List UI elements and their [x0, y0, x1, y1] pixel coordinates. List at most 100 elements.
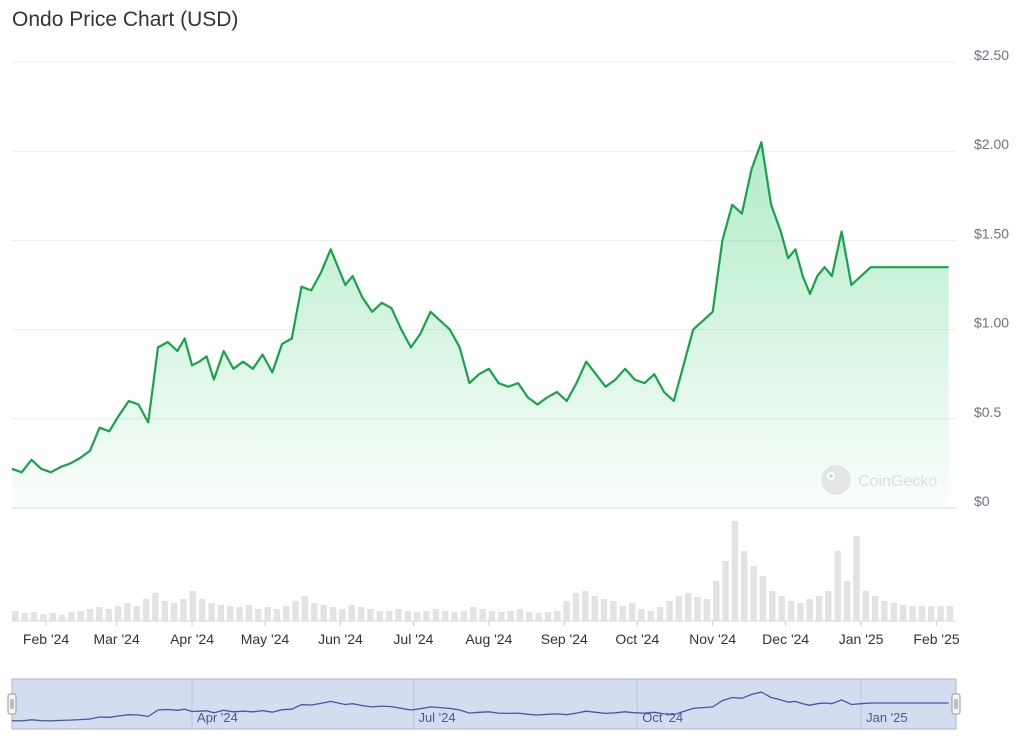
volume-bar: [68, 612, 75, 621]
volume-bar: [750, 566, 757, 621]
volume-bar: [722, 561, 729, 621]
volume-bar: [170, 603, 178, 621]
price-line: [11, 141, 949, 474]
volume-bar: [666, 601, 673, 621]
volume-bar: [77, 611, 84, 621]
price-area: [12, 142, 949, 509]
volume-bar: [124, 603, 131, 621]
volume-bar: [40, 614, 47, 621]
x-tick-label: Sep '24: [541, 631, 588, 647]
volume-bar: [227, 606, 234, 621]
volume-bar: [470, 607, 477, 621]
y-axis: $0 $0.5 $1.00 $1.50 $2.00 $2.50: [974, 47, 1009, 509]
volume-bar: [937, 606, 944, 621]
volume-bar: [899, 605, 907, 621]
volume-bar: [853, 536, 860, 621]
volume-bar: [862, 591, 869, 621]
volume-bar: [759, 576, 767, 621]
volume-bar: [769, 591, 776, 621]
volume-bar: [535, 613, 542, 621]
navigator-ticks: Apr '24 Jul '24 Oct '24 Jan '25: [191, 679, 908, 729]
volume-bar: [881, 601, 888, 621]
x-tick-label: Apr '24: [170, 631, 214, 647]
volume-bar: [86, 609, 94, 621]
volume-bar: [544, 612, 552, 621]
volume-bar: [12, 611, 19, 621]
volume-bar: [245, 605, 253, 621]
x-tick-label: Jul '24: [393, 631, 433, 647]
volume-bar: [357, 607, 365, 621]
x-tick-label: Nov '24: [689, 631, 736, 647]
volume-bar: [329, 607, 337, 621]
volume-bar: [198, 599, 206, 621]
y-tick-label: $1.00: [974, 315, 1009, 331]
volume-bar: [255, 609, 262, 621]
y-tick-label: $2.00: [974, 136, 1009, 152]
volume-bar: [638, 609, 645, 621]
navigator-left-handle[interactable]: [7, 693, 17, 715]
volume-bar: [871, 596, 879, 621]
volume-bar: [516, 609, 524, 621]
volume-bar: [49, 613, 56, 621]
x-tick-label: Dec '24: [762, 631, 809, 647]
volume-bar: [208, 603, 215, 621]
navigator-right-handle[interactable]: [951, 693, 961, 715]
x-tick-label: Jan '25: [839, 631, 884, 647]
volume-bar: [58, 615, 66, 621]
volume-bar: [591, 596, 598, 621]
volume-bar: [236, 607, 243, 621]
volume-bar: [741, 551, 748, 621]
volume-bar: [647, 611, 655, 621]
volume-bar: [918, 606, 926, 621]
volume-bar: [582, 591, 589, 621]
volume-bar: [787, 601, 795, 621]
volume-bar: [30, 612, 38, 621]
x-tick-label: Jun '24: [318, 631, 363, 647]
volume-bar: [320, 605, 327, 621]
volume-bar: [152, 593, 159, 621]
chart-title: Ondo Price Chart (USD): [12, 8, 239, 31]
volume-bar: [376, 611, 383, 621]
volume-bar: [395, 609, 402, 621]
volume-bar: [441, 611, 449, 621]
volume-bar: [778, 596, 785, 621]
volume-bar: [367, 609, 374, 621]
volume-bar: [572, 593, 580, 621]
volume-bar: [806, 599, 813, 621]
volume-bars: [12, 521, 956, 622]
coingecko-logo-icon: [821, 465, 851, 495]
volume-bar: [928, 606, 935, 621]
y-tick-label: $0: [974, 493, 990, 509]
volume-bar: [423, 611, 430, 621]
volume-bar: [479, 609, 486, 621]
volume-bar: [675, 596, 683, 621]
coingecko-watermark-text: CoinGecko: [858, 473, 937, 490]
volume-bar: [834, 551, 841, 621]
volume-bar: [815, 596, 823, 621]
volume-bar: [292, 601, 299, 621]
x-tick-label: Oct '24: [615, 631, 659, 647]
volume-bar: [563, 601, 570, 621]
volume-bar: [843, 581, 851, 621]
x-tick-label: Aug '24: [465, 631, 512, 647]
volume-bar: [713, 581, 720, 621]
navigator[interactable]: Apr '24 Jul '24 Oct '24 Jan '25: [7, 678, 961, 730]
volume-bar: [825, 591, 832, 621]
volume-bar: [114, 606, 122, 621]
volume-bar: [909, 606, 916, 621]
volume-bar: [283, 606, 290, 621]
volume-bar: [161, 601, 168, 621]
x-tick-label: May '24: [241, 631, 290, 647]
volume-bar: [264, 607, 271, 621]
y-tick-label: $1.50: [974, 225, 1009, 241]
volume-bar: [488, 611, 496, 621]
volume-bar: [96, 607, 103, 621]
x-tick-label: Mar '24: [93, 631, 139, 647]
volume-bar: [142, 599, 150, 621]
volume-bar: [526, 612, 533, 621]
volume-bar: [413, 612, 421, 621]
volume-bar: [339, 609, 346, 621]
volume-bar: [189, 591, 197, 621]
volume-bar: [451, 612, 458, 621]
